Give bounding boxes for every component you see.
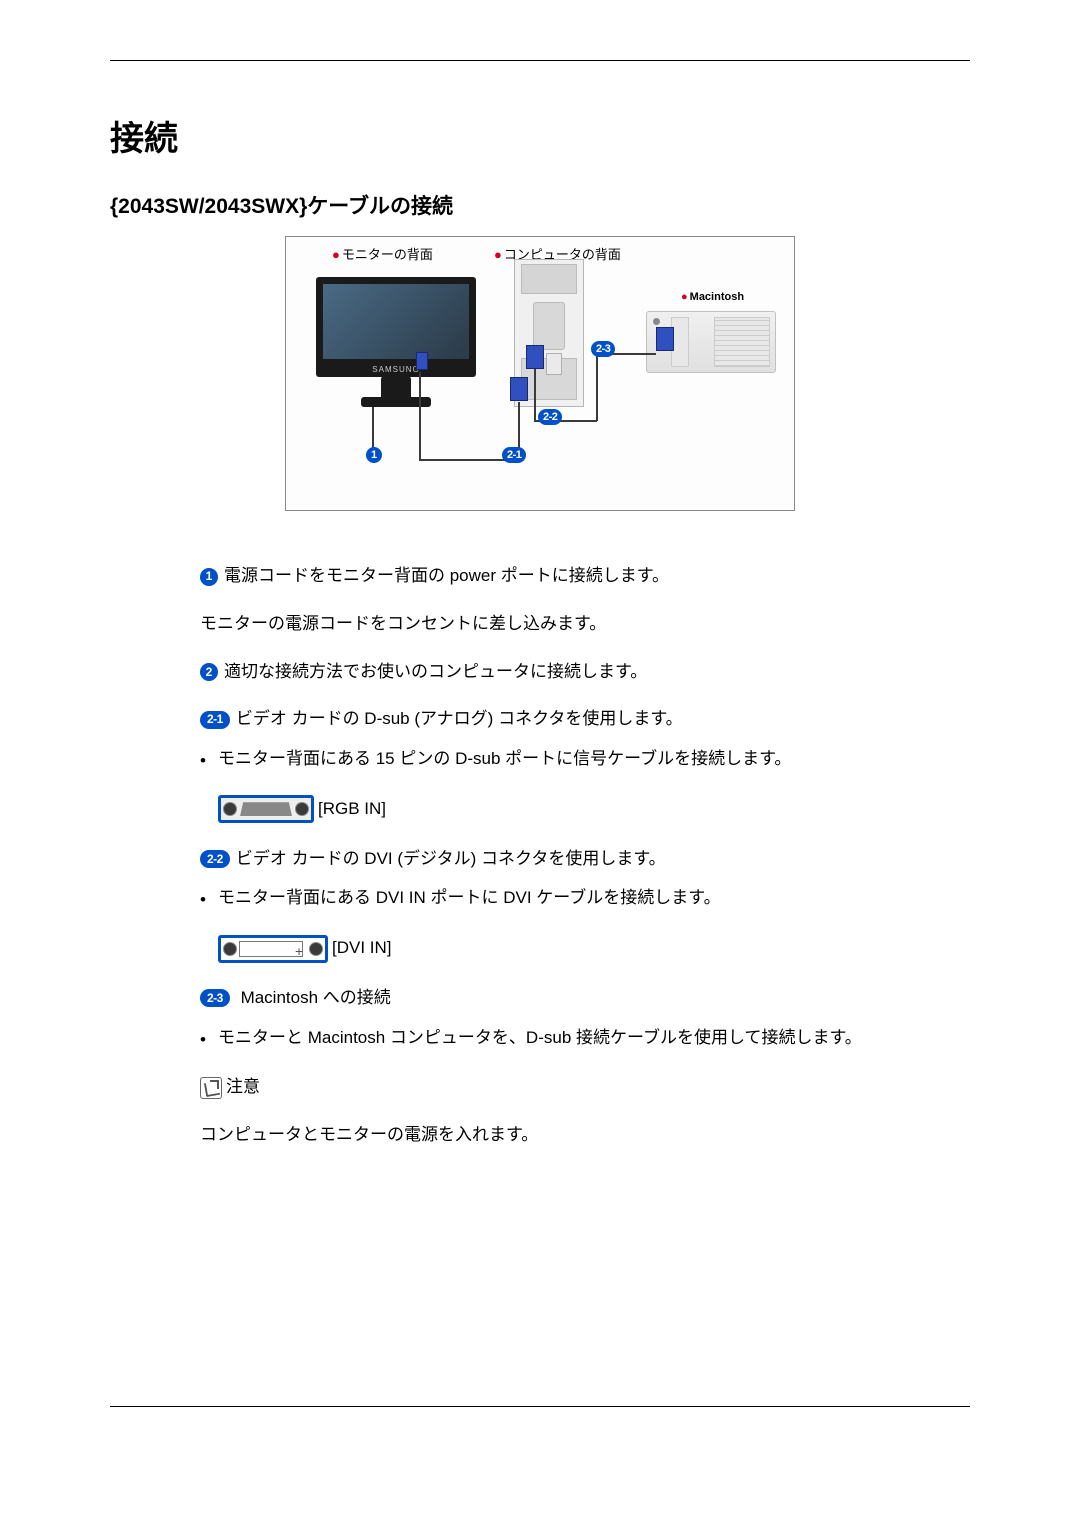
- rgb-port-row: [RGB IN]: [218, 794, 970, 824]
- monitor-logo: SAMSUNG: [316, 365, 476, 374]
- step-2-2: 2-2ビデオ カードの DVI (デジタル) コネクタを使用します。: [200, 844, 970, 874]
- sub-heading: {2043SW/2043SWX}ケーブルの接続: [110, 190, 970, 220]
- step-2-3: 2-3 Macintosh への接続: [200, 983, 970, 1013]
- step-2-1-bullet: • モニター背面にある 15 ピンの D-sub ポートに信号ケーブルを接続しま…: [200, 744, 970, 776]
- note-heading: 注意: [200, 1072, 970, 1102]
- dvi-port-row: + [DVI IN]: [218, 933, 970, 963]
- note-icon: [200, 1077, 222, 1099]
- rgb-port-icon: [218, 795, 314, 823]
- diagram-badge-2-3: 2-3: [591, 341, 615, 357]
- step-1: 1電源コードをモニター背面の power ポートに接続します。: [200, 561, 970, 591]
- monitor-graphic: SAMSUNG: [316, 277, 476, 377]
- rgb-port-label: [RGB IN]: [318, 799, 386, 818]
- badge-2-3: 2-3: [200, 989, 230, 1007]
- step-2: 2適切な接続方法でお使いのコンピュータに接続します。: [200, 657, 970, 687]
- step-1b: モニターの電源コードをコンセントに差し込みます。: [200, 609, 970, 639]
- diagram-label-monitor: ●モニターの背面: [332, 244, 433, 263]
- step-2-2-bullet: • モニター背面にある DVI IN ポートに DVI ケーブルを接続します。: [200, 883, 970, 915]
- dvi-port-label: [DVI IN]: [332, 938, 392, 957]
- badge-2-2: 2-2: [200, 850, 230, 868]
- diagram-label-mac: ●Macintosh: [681, 291, 744, 303]
- step-2-3-bullet: • モニターと Macintosh コンピュータを、D-sub 接続ケーブルを使…: [200, 1023, 970, 1055]
- note-text: コンピュータとモニターの電源を入れます。: [200, 1120, 970, 1150]
- diagram-badge-2-2: 2-2: [538, 409, 562, 425]
- step-2-1: 2-1ビデオ カードの D-sub (アナログ) コネクタを使用します。: [200, 704, 970, 734]
- diagram-badge-2-1: 2-1: [502, 447, 526, 463]
- connection-diagram-container: ●モニターの背面 ●コンピュータの背面 SAMSUNG: [110, 236, 970, 511]
- dvi-port-icon: +: [218, 935, 328, 963]
- top-horizontal-rule: [110, 60, 970, 61]
- badge-1: 1: [200, 568, 218, 586]
- badge-2-1: 2-1: [200, 711, 230, 729]
- main-heading: 接続: [110, 111, 970, 160]
- badge-2: 2: [200, 663, 218, 681]
- bottom-horizontal-rule: [110, 1406, 970, 1407]
- instruction-content: 1電源コードをモニター背面の power ポートに接続します。 モニターの電源コ…: [110, 561, 970, 1150]
- diagram-badge-1: 1: [366, 447, 382, 463]
- connection-diagram: ●モニターの背面 ●コンピュータの背面 SAMSUNG: [285, 236, 795, 511]
